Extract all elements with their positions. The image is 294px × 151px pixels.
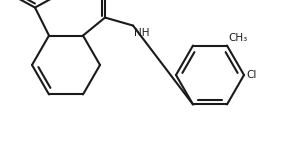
Text: CH₃: CH₃ — [228, 33, 247, 43]
Text: Cl: Cl — [246, 70, 256, 80]
Text: NH: NH — [134, 27, 150, 38]
